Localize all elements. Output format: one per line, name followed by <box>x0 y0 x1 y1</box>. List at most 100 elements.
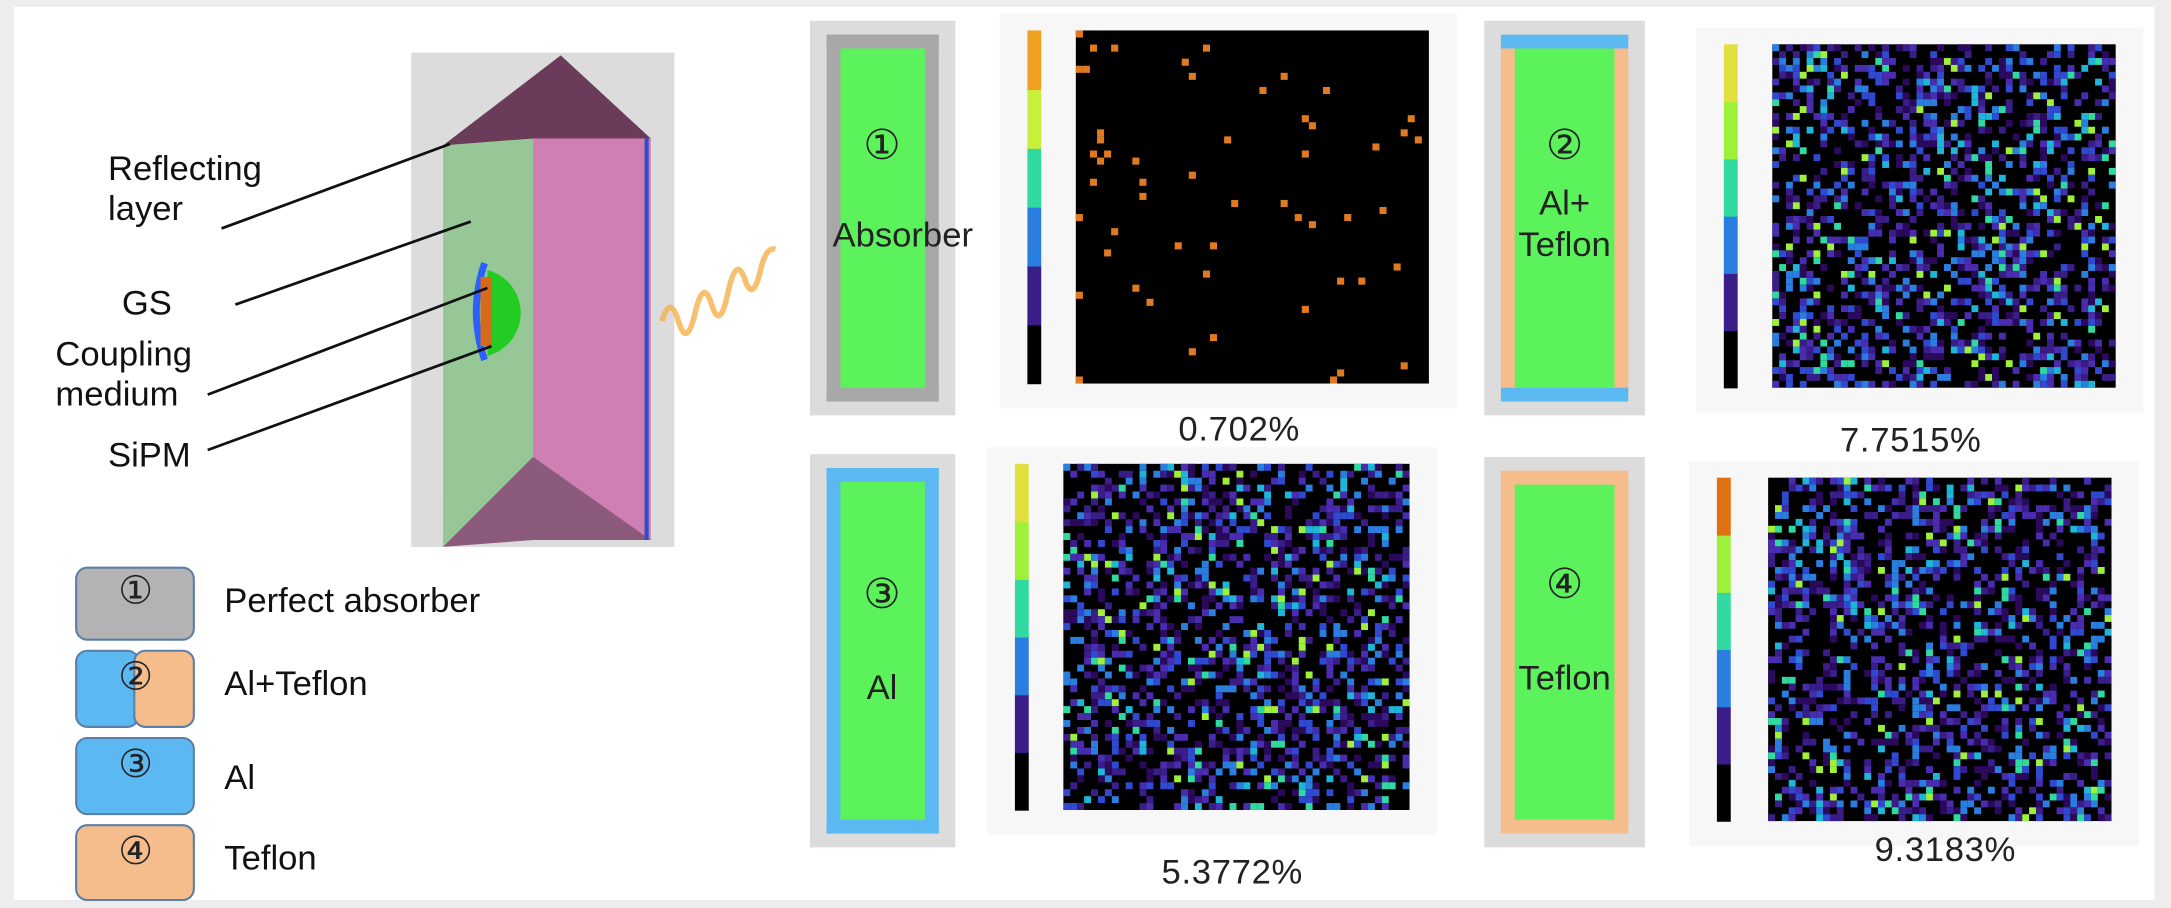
heatmap-cell <box>1933 780 1940 787</box>
heatmap-cell <box>1133 512 1140 519</box>
heatmap-cell <box>2081 154 2088 161</box>
heatmap-cell <box>1264 492 1271 499</box>
heatmap-cell <box>1403 485 1410 492</box>
heatmap-cell <box>1772 182 1779 189</box>
heatmap-cell <box>1974 670 1981 677</box>
heatmap-cell <box>1278 672 1285 679</box>
heatmap-cell <box>1875 51 1882 58</box>
colorbar <box>1015 752 1029 810</box>
heatmap-cell <box>1230 768 1237 775</box>
heatmap-cell <box>1209 762 1216 769</box>
heatmap-cell <box>1868 209 1875 216</box>
heatmap-cell <box>1930 271 1937 278</box>
heatmap-cell <box>2020 243 2027 250</box>
heatmap-cell <box>1930 113 1937 120</box>
heatmap-cell <box>1354 658 1361 665</box>
heatmap-cell <box>1802 752 1809 759</box>
heatmap-cell <box>1368 762 1375 769</box>
heatmap-cell <box>1278 768 1285 775</box>
heatmap-cell <box>1271 568 1278 575</box>
heatmap-cell <box>1960 643 1967 650</box>
heatmap-cell <box>1851 553 1858 560</box>
heatmap-cell <box>2015 773 2022 780</box>
heatmap-cell <box>1837 807 1844 814</box>
heatmap-cell <box>1967 718 1974 725</box>
heatmap-cell <box>1278 471 1285 478</box>
heatmap-cell <box>1967 498 1974 505</box>
heatmap-cell <box>1264 637 1271 644</box>
heatmap-cell <box>1905 787 1912 794</box>
heatmap-cell <box>1782 601 1789 608</box>
heatmap-cell <box>1347 692 1354 699</box>
heatmap-cell <box>1871 677 1878 684</box>
heatmap-cell <box>1903 99 1910 106</box>
heatmap-cell <box>1802 800 1809 807</box>
heatmap-cell <box>1992 106 1999 113</box>
heatmap-cell <box>1937 319 1944 326</box>
heatmap-cell <box>1789 567 1796 574</box>
heatmap-cell <box>1181 734 1188 741</box>
heatmap-cell <box>1772 340 1779 347</box>
heatmap-cell <box>1954 670 1961 677</box>
heatmap-cell <box>1992 374 1999 381</box>
heatmap-cell <box>1857 533 1864 540</box>
heatmap-cell <box>1827 250 1834 257</box>
heatmap-cell <box>1347 803 1354 810</box>
heatmap-cell <box>1772 99 1779 106</box>
heatmap-cell <box>2098 739 2105 746</box>
heatmap-cell <box>1368 658 1375 665</box>
heatmap-cell <box>1775 643 1782 650</box>
heatmap-cell <box>1899 814 1906 821</box>
heatmap-cell <box>1396 692 1403 699</box>
heatmap-cell <box>1889 230 1896 237</box>
heatmap-cell <box>2040 120 2047 127</box>
heatmap-cell <box>1827 333 1834 340</box>
heatmap-cell <box>1967 691 1974 698</box>
heatmap-cell <box>1257 464 1264 471</box>
heatmap-cell <box>1864 766 1871 773</box>
heatmap-cell <box>1823 746 1830 753</box>
heatmap-cell <box>2091 773 2098 780</box>
heatmap-cell <box>1885 663 1892 670</box>
heatmap-cell <box>2009 498 2016 505</box>
heatmap-cell <box>2026 374 2033 381</box>
heatmap-cell <box>1958 237 1965 244</box>
heatmap-cell <box>1091 651 1098 658</box>
heatmap-cell <box>1146 561 1153 568</box>
heatmap-cell <box>2088 127 2095 134</box>
heatmap-cell <box>1903 92 1910 99</box>
heatmap-cell <box>2070 691 2077 698</box>
heatmap-cell <box>1278 464 1285 471</box>
heatmap-cell <box>1855 243 1862 250</box>
heatmap-cell <box>2054 79 2061 86</box>
heatmap-cell <box>2050 643 2057 650</box>
heatmap-cell <box>2081 195 2088 202</box>
heatmap-cell <box>1995 670 2002 677</box>
heatmap-cell <box>1937 223 1944 230</box>
heatmap-cell <box>1985 243 1992 250</box>
heatmap-cell <box>1844 601 1851 608</box>
heatmap-cell <box>1340 644 1347 651</box>
heatmap-cell <box>1160 547 1167 554</box>
heatmap-cell <box>1923 92 1930 99</box>
heatmap-cell <box>1903 292 1910 299</box>
heatmap-cell <box>1347 616 1354 623</box>
heatmap-cell <box>1257 568 1264 575</box>
heatmap-cell <box>1167 595 1174 602</box>
heatmap-cell <box>1937 340 1944 347</box>
heatmap-cell <box>1937 168 1944 175</box>
heatmap-cell <box>1841 360 1848 367</box>
heatmap-cell <box>2081 353 2088 360</box>
heatmap-cell <box>1153 575 1160 582</box>
heatmap-cell <box>1919 697 1926 704</box>
heatmap-cell <box>1403 512 1410 519</box>
heatmap-cell <box>1375 471 1382 478</box>
heatmap-cell <box>1333 623 1340 630</box>
heatmap-cell <box>1807 312 1814 319</box>
heatmap-cell <box>1882 346 1889 353</box>
heatmap-cell <box>1813 257 1820 264</box>
heatmap-cell <box>1382 616 1389 623</box>
heatmap-cell <box>2036 533 2043 540</box>
heatmap-cell <box>1999 106 2006 113</box>
heatmap-cell <box>2036 485 2043 492</box>
